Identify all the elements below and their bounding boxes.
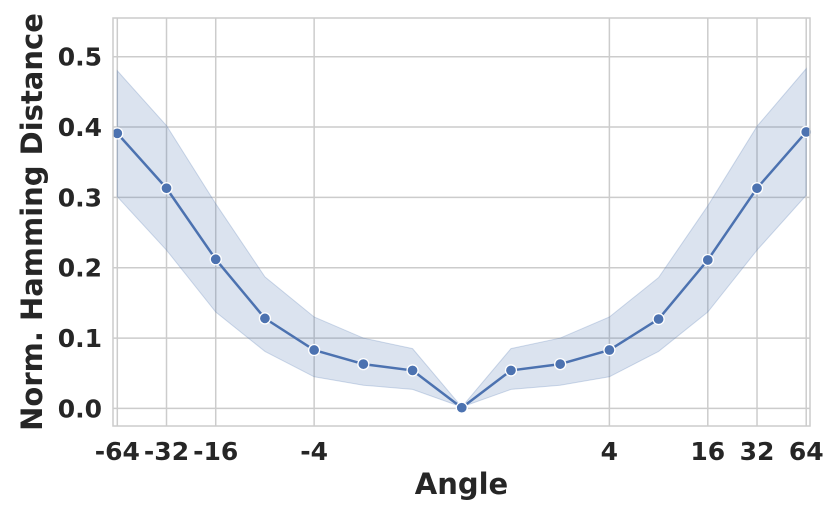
x-tick-label: -64 [95,437,140,466]
data-point [307,343,321,357]
data-point [504,364,518,377]
x-tick-label: -16 [193,437,238,466]
y-tick-label: 0.3 [58,183,102,212]
data-point [800,125,813,139]
data-point [701,253,714,267]
series-group [111,125,813,414]
x-tick-label: 32 [740,437,775,466]
y-tick-label: 0.1 [58,324,102,353]
x-tick-labels: -64 -32 -16 -4 4 16 32 64 [95,437,824,466]
data-point [111,127,124,140]
plot-background [113,18,810,426]
x-tick-label: 64 [789,437,824,466]
y-tick-label: 0.2 [58,254,102,283]
y-tick-labels: 0.0 0.1 0.2 0.3 0.4 0.5 [58,43,102,424]
data-point [160,182,173,195]
data-point [406,364,419,377]
data-point [750,182,764,195]
confidence-band [116,67,807,408]
x-tick-label: 16 [690,437,725,466]
plot-frame [112,17,811,427]
data-point [455,401,468,414]
grid-lines [113,18,810,426]
x-tick-label: -32 [144,437,189,466]
data-point [258,312,272,325]
data-point [652,312,665,326]
data-point [357,357,370,371]
data-point [603,343,616,357]
x-tick-label: -4 [300,437,328,466]
x-axis-label: Angle [415,467,508,501]
y-tick-label: 0.5 [58,43,102,72]
y-tick-label: 0.4 [58,113,102,142]
confidence-band-area [116,67,807,408]
x-tick-label: 4 [601,437,618,466]
data-point [209,253,222,266]
data-point [554,357,567,371]
y-tick-label: 0.0 [58,394,102,423]
y-axis-label: Norm. Hamming Distance [15,13,49,431]
